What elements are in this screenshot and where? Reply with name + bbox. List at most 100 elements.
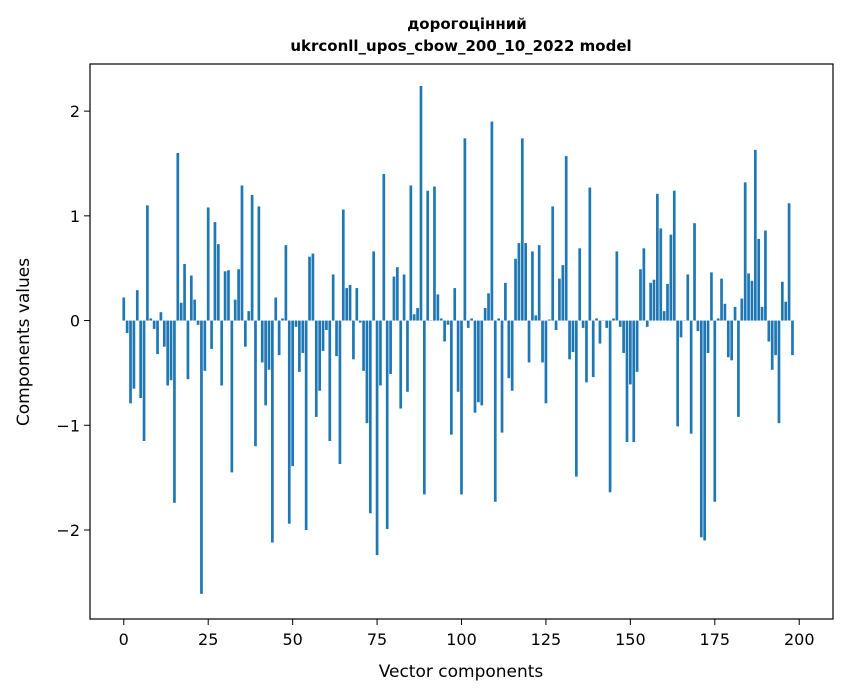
bar [544,320,548,404]
bar [585,320,588,383]
bar [287,320,291,524]
bar [608,320,612,493]
bar [132,320,136,389]
bar [176,153,180,321]
bar [723,303,727,321]
bar [152,320,156,329]
bar [426,190,430,321]
y-tick-label: 0 [70,312,80,331]
bar [547,319,551,321]
bar [767,320,771,342]
bar [436,294,440,321]
bar [669,234,673,321]
bar [335,320,338,357]
bar [416,307,419,321]
bar [399,320,403,409]
bar [250,194,254,321]
bar [331,274,335,321]
bar [730,320,734,361]
bar [223,271,227,321]
bar [382,173,386,321]
bar [216,244,220,321]
bar [747,273,750,321]
bar [524,243,528,321]
y-tick-label: 1 [70,207,80,226]
bar [385,320,389,529]
bar [510,320,514,391]
bar [271,320,274,543]
y-axis-ticks: −2 −1 0 1 2 [56,102,90,540]
bar [146,205,149,321]
bar [740,298,744,321]
bar [774,320,777,356]
bar [652,279,656,321]
bar [183,264,186,321]
bar [483,307,487,321]
bar [125,320,129,334]
bar [355,288,359,321]
bar [642,248,646,321]
bar [220,320,224,386]
y-axis-label: Components values [14,258,34,426]
bar [578,248,582,321]
bar [693,223,696,321]
bar [433,186,436,321]
bar [753,149,757,321]
bar [254,320,257,447]
bar [372,251,376,321]
bar [493,320,497,502]
bar [409,185,413,321]
bar [470,318,473,321]
bar [612,318,615,321]
bar [699,320,703,538]
bar [291,320,294,467]
bar [274,297,278,321]
bar [267,320,271,370]
bar [156,320,159,355]
bar [716,318,720,321]
bar [139,320,143,399]
bar [227,270,230,321]
bar [554,320,558,330]
bar [453,288,457,321]
bar [122,297,126,321]
bar [507,320,511,379]
bar [193,299,197,321]
bar [574,320,578,477]
bar [679,320,683,338]
bar [362,320,365,371]
bar [490,121,494,321]
bar [196,320,200,325]
bar [244,320,247,347]
bar [402,274,406,321]
bar [666,283,669,321]
bar [466,320,470,328]
bar [277,320,281,356]
bar [325,320,328,330]
bar [311,253,315,321]
bar [358,320,362,323]
bar [500,320,504,433]
bar [237,269,240,321]
bar [689,320,693,434]
bar [294,320,298,327]
bar [531,251,534,321]
bar [186,320,190,380]
x-axis-ticks: 0 25 50 75 100 125 150 175 200 [119,619,815,649]
bar [129,320,132,404]
bar [439,318,443,321]
bar [233,299,237,321]
x-tick-label: 125 [531,630,562,649]
bar [179,302,183,321]
bar [338,320,342,465]
bar [541,320,544,363]
bar [656,193,659,321]
bar [551,206,555,321]
bar [456,320,460,392]
bar [710,272,713,321]
bar [446,320,450,325]
bar [733,306,737,321]
bar [517,243,521,321]
bar [423,320,426,495]
bar [368,320,372,514]
